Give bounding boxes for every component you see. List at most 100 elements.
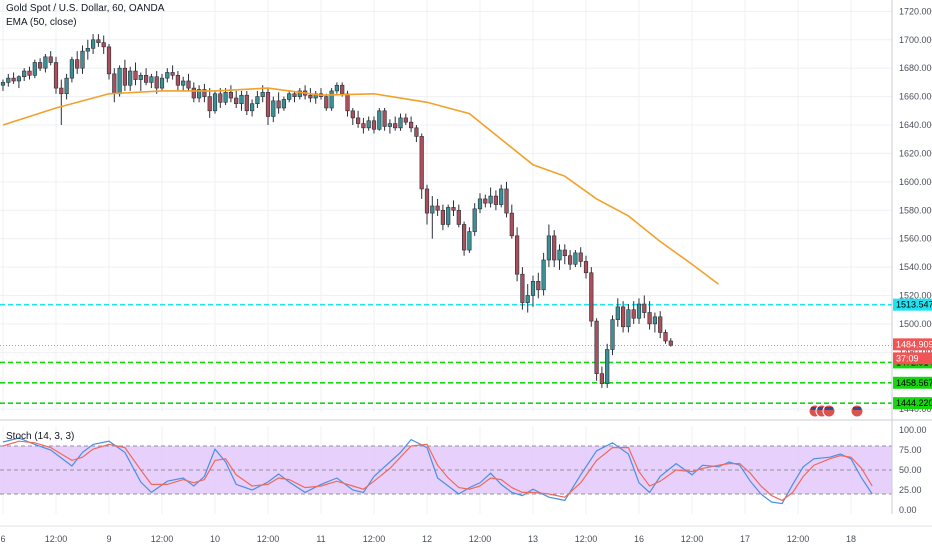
candle-body	[281, 99, 287, 109]
candle	[642, 295, 647, 319]
candle-body	[663, 332, 668, 342]
grid	[0, 0, 892, 514]
candle-body	[308, 94, 313, 99]
candle	[197, 85, 202, 103]
candle-body	[91, 39, 96, 49]
candle-body	[22, 70, 27, 78]
candle	[525, 284, 530, 313]
candle-body	[271, 100, 276, 117]
level-price-tag-text: 1513.547	[896, 300, 932, 310]
event-flag-icon[interactable]	[822, 404, 836, 418]
price-tick-label: 1480.000	[899, 347, 932, 357]
candle	[212, 90, 218, 114]
candle	[186, 73, 191, 91]
stoch-legend[interactable]: Stoch (14, 3, 3)	[6, 431, 75, 442]
candle-body	[642, 303, 647, 313]
candle	[350, 107, 355, 126]
price-tick-label: 1620.000	[899, 148, 932, 158]
candle-body	[260, 92, 265, 97]
candle	[133, 62, 138, 86]
candle-body	[461, 224, 467, 251]
candle-body	[435, 205, 440, 211]
level-price-tag-text: 1444.220	[896, 398, 932, 408]
candle-body	[244, 94, 249, 112]
event-flag-icon[interactable]	[850, 404, 864, 418]
price-tick-label: 1700.000	[899, 35, 932, 45]
candle	[578, 247, 583, 268]
candle	[483, 194, 488, 208]
candle	[234, 90, 239, 108]
candle	[265, 88, 271, 126]
candle	[393, 116, 398, 131]
candle-body	[451, 207, 456, 211]
candle	[292, 90, 297, 103]
event-flag-stripe	[853, 407, 861, 410]
time-tick-label: 6	[0, 534, 5, 544]
candle-body	[191, 87, 196, 99]
candle-body	[133, 70, 138, 80]
candle	[536, 272, 541, 299]
candle-body	[228, 92, 234, 99]
candle	[154, 71, 159, 94]
time-tick-label: 13	[528, 534, 538, 544]
candle-body	[562, 249, 567, 257]
candle-body	[668, 340, 673, 346]
event-flag-stripe	[825, 407, 833, 410]
candle	[440, 204, 446, 231]
candle	[106, 44, 112, 80]
time-tick-label: 10	[210, 534, 220, 544]
candle-body	[615, 306, 620, 320]
candle-body	[440, 209, 446, 225]
ema-legend[interactable]: EMA (50, close)	[6, 17, 77, 28]
candle-body	[382, 110, 387, 127]
candle	[419, 133, 424, 199]
candle-body	[159, 77, 165, 89]
candle-body	[446, 207, 451, 225]
candle	[308, 88, 313, 103]
symbol-legend[interactable]: Gold Spot / U.S. Dollar, 60, OANDA	[6, 3, 165, 14]
price-tick-label: 1600.000	[899, 177, 932, 187]
candle	[250, 99, 255, 117]
candle	[472, 203, 477, 236]
candle-body	[334, 84, 340, 92]
time-tick-label: 12:00	[45, 534, 68, 544]
candle-body	[11, 77, 16, 82]
candle	[207, 88, 212, 118]
candle	[387, 119, 393, 134]
candle-body	[552, 235, 557, 261]
candle-body	[393, 123, 398, 129]
time-tick-label: 18	[846, 534, 856, 544]
candle-body	[64, 77, 69, 95]
candle-body	[122, 67, 127, 86]
candle	[456, 204, 461, 228]
candle-body	[112, 73, 117, 95]
candle	[552, 230, 557, 268]
candle	[371, 116, 377, 134]
candle	[514, 227, 520, 282]
candle-body	[546, 235, 551, 261]
candle-body	[631, 309, 636, 319]
candle	[509, 204, 514, 239]
candle	[403, 113, 408, 126]
event-flag-stripe	[811, 407, 819, 410]
candle	[324, 93, 329, 111]
bar-countdown-tag-text: 37:09	[896, 353, 919, 363]
candle-body	[536, 280, 541, 291]
candle	[435, 198, 440, 216]
candle	[652, 312, 657, 333]
candle	[191, 82, 196, 103]
candle	[85, 39, 90, 60]
candle-body	[32, 62, 37, 76]
candle-body	[573, 252, 578, 265]
event-markers[interactable]	[808, 404, 864, 418]
candle-body	[387, 123, 393, 127]
candle	[138, 72, 143, 91]
candle-body	[658, 316, 663, 333]
candle-body	[239, 94, 244, 105]
candle-body	[234, 97, 239, 105]
candle-body	[456, 209, 461, 225]
candle	[636, 298, 642, 324]
time-tick-label: 12:00	[151, 534, 174, 544]
stoch-tick-label: 50.00	[899, 465, 922, 475]
candle	[202, 83, 207, 103]
